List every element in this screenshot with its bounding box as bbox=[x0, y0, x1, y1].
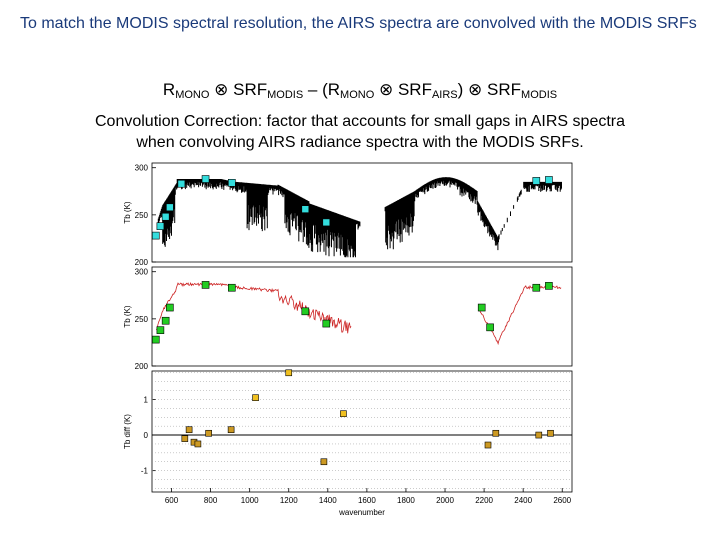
modis-spectrum bbox=[155, 282, 352, 334]
data-marker bbox=[151, 335, 160, 344]
formula-close: ) bbox=[457, 80, 464, 99]
x-tick-label: 800 bbox=[204, 496, 218, 505]
data-marker bbox=[252, 394, 259, 401]
x-tick-label: 2400 bbox=[514, 496, 532, 505]
formula-op1: ⊗ bbox=[209, 80, 234, 99]
data-marker bbox=[166, 303, 174, 312]
y-axis-label: Tb (K) bbox=[123, 201, 132, 224]
data-marker bbox=[151, 231, 160, 240]
data-marker bbox=[545, 176, 553, 184]
y-tick-label: 300 bbox=[135, 268, 149, 277]
x-axis-label: wavenumber bbox=[338, 508, 385, 517]
y-axis-label: Tb (K) bbox=[123, 305, 132, 328]
data-marker bbox=[322, 218, 331, 227]
data-marker bbox=[486, 323, 494, 332]
formula-r2: R bbox=[327, 80, 341, 99]
y-tick-label: 200 bbox=[135, 258, 149, 267]
data-marker bbox=[201, 175, 210, 183]
x-tick-label: 1600 bbox=[358, 496, 376, 505]
data-marker bbox=[285, 369, 293, 377]
x-tick-label: 2200 bbox=[475, 496, 493, 505]
data-marker bbox=[545, 282, 553, 290]
y-tick-label: -1 bbox=[141, 467, 149, 476]
x-tick-label: 1400 bbox=[319, 496, 337, 505]
formula-r1: R bbox=[162, 80, 176, 99]
x-tick-label: 2600 bbox=[553, 496, 571, 505]
y-tick-label: 250 bbox=[135, 315, 149, 324]
data-marker bbox=[228, 283, 236, 292]
formula-srf2-sub: AIRS bbox=[431, 89, 458, 101]
data-marker bbox=[477, 303, 486, 312]
data-marker bbox=[492, 429, 500, 437]
x-tick-label: 1000 bbox=[241, 496, 259, 505]
data-marker bbox=[340, 410, 347, 418]
data-marker bbox=[301, 307, 310, 316]
x-tick-label: 1200 bbox=[280, 496, 298, 505]
data-marker bbox=[484, 441, 492, 449]
data-marker bbox=[532, 283, 541, 292]
caption-line-2: when convolving AIRS radiance spectra wi… bbox=[136, 134, 584, 151]
data-marker bbox=[205, 429, 212, 437]
y-tick-label: 200 bbox=[135, 362, 149, 371]
plot-frame bbox=[151, 162, 573, 263]
y-tick-label: 0 bbox=[144, 431, 149, 440]
data-marker bbox=[535, 431, 543, 439]
formula-srf1: SRF bbox=[233, 80, 268, 99]
x-tick-label: 600 bbox=[165, 496, 179, 505]
data-marker bbox=[156, 222, 165, 230]
formula-op3: ⊗ bbox=[463, 80, 488, 99]
intro-text: To match the MODIS spectral resolution, … bbox=[20, 15, 697, 32]
x-tick-label: 2000 bbox=[436, 496, 454, 505]
panel-tb-airs: 200 250 300 Tb (K) bbox=[123, 162, 573, 267]
y-tick-label: 250 bbox=[135, 211, 149, 220]
plot-frame bbox=[151, 266, 573, 367]
formula-srf3: SRF bbox=[487, 80, 522, 99]
data-marker bbox=[228, 179, 236, 187]
formula-r2-sub: MONO bbox=[340, 89, 375, 101]
data-marker bbox=[156, 326, 165, 334]
x-tick-label: 1800 bbox=[397, 496, 415, 505]
data-marker bbox=[161, 212, 170, 221]
data-marker bbox=[194, 440, 202, 448]
data-marker bbox=[532, 177, 541, 185]
formula-srf1-sub: MODIS bbox=[267, 89, 304, 101]
data-marker bbox=[161, 316, 170, 325]
data-marker bbox=[166, 203, 174, 212]
data-marker bbox=[201, 281, 210, 289]
caption-line-1: Convolution Correction: factor that acco… bbox=[94, 113, 626, 130]
caption: Convolution Correction: factor that acco… bbox=[0, 111, 720, 153]
y-axis-label: Tb diff (K) bbox=[123, 414, 132, 449]
panel-tb-diff: -1 0 1 Tb diff (K) 600 800 1000 1200 1400 1600 180… bbox=[123, 369, 573, 517]
data-marker bbox=[227, 426, 235, 434]
data-marker bbox=[177, 179, 186, 188]
panel-tb-modis: 200 250 300 Tb (K) bbox=[123, 266, 573, 371]
data-marker bbox=[322, 319, 331, 328]
formula-r1-sub: MONO bbox=[175, 89, 210, 101]
plot-frame bbox=[151, 370, 573, 493]
convolution-formula: RMONO ⊗ SRFMODIS – (RMONO ⊗ SRFAIRS) ⊗ S… bbox=[0, 79, 720, 106]
data-marker bbox=[181, 435, 189, 442]
data-marker bbox=[301, 205, 310, 213]
formula-srf3-sub: MODIS bbox=[521, 89, 558, 101]
y-tick-label: 300 bbox=[135, 164, 149, 173]
y-tick-label: 1 bbox=[144, 395, 149, 404]
formula-srf2: SRF bbox=[397, 80, 432, 99]
data-marker bbox=[320, 458, 328, 466]
data-marker bbox=[185, 426, 193, 434]
formula-mid: – ( bbox=[303, 80, 328, 99]
data-marker bbox=[547, 429, 554, 437]
formula-op2: ⊗ bbox=[374, 80, 398, 99]
